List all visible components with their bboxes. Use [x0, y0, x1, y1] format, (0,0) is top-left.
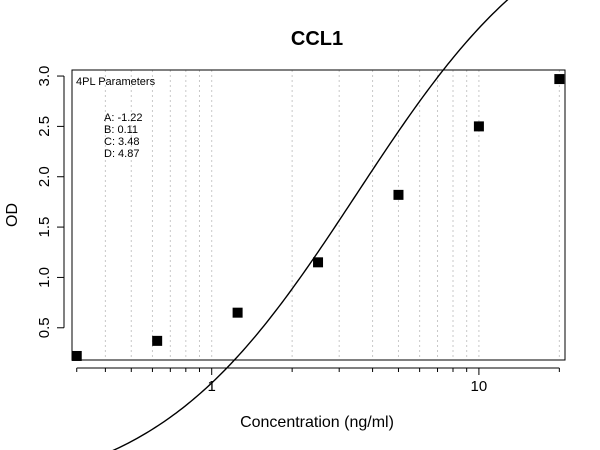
data-point [473, 121, 484, 132]
x-axis-label: Concentration (ng/ml) [240, 414, 394, 431]
data-point [152, 335, 163, 346]
grid [71, 70, 560, 360]
y-tick-label: 2.0 [36, 166, 53, 187]
x-tick-label: 10 [471, 378, 488, 395]
y-tick-label: 3.0 [36, 66, 53, 87]
fit-curve-group [112, 0, 509, 450]
data-point [554, 74, 565, 85]
annotation-heading: 4PL Parameters [76, 76, 156, 88]
y-tick-label: 0.5 [36, 317, 53, 338]
data-point [393, 189, 404, 200]
annotation-line: A: -1.22 [104, 112, 143, 124]
annotation-line: C: 3.48 [104, 136, 139, 148]
fit-curve [112, 0, 509, 450]
chart-title: CCL1 [291, 28, 343, 50]
y-tick-label: 1.0 [36, 267, 53, 288]
data-point [232, 307, 243, 318]
plot-frame [71, 69, 566, 361]
y-tick-label: 1.5 [36, 217, 53, 238]
data-point [71, 350, 82, 361]
y-tick-label: 2.5 [36, 116, 53, 137]
data-point [313, 257, 324, 268]
y-axis-label: OD [4, 203, 21, 227]
axes: 1 10 0.5 1.0 1.5 2.0 2.5 3.0 [36, 66, 560, 395]
annotation-line: D: 4.87 [104, 148, 139, 160]
data-points [71, 74, 565, 361]
annotation-parameters: A: -1.22B: 0.11C: 3.48D: 4.87 [104, 112, 143, 160]
annotation-line: B: 0.11 [104, 124, 138, 136]
x-tick-label: 1 [208, 378, 216, 395]
